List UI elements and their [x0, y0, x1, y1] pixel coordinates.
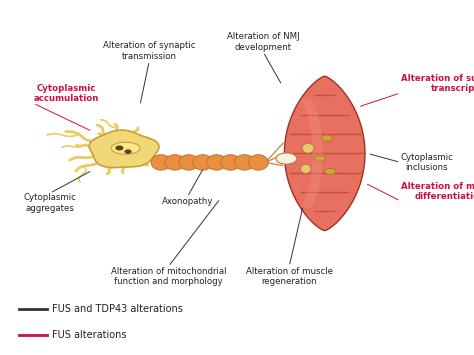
- Ellipse shape: [302, 143, 314, 153]
- Circle shape: [116, 146, 123, 150]
- Ellipse shape: [193, 155, 213, 170]
- Text: Cytoplasmic
inclusions: Cytoplasmic inclusions: [401, 153, 454, 172]
- Polygon shape: [284, 76, 365, 231]
- Ellipse shape: [235, 155, 255, 170]
- Text: Alteration of synaptic
transmission: Alteration of synaptic transmission: [103, 41, 196, 61]
- Text: Alteration of subsynaptic
transcription: Alteration of subsynaptic transcription: [401, 73, 474, 93]
- Circle shape: [325, 168, 336, 175]
- Text: Alteration of muscle
regeneration: Alteration of muscle regeneration: [246, 267, 333, 286]
- Ellipse shape: [248, 155, 268, 170]
- Ellipse shape: [220, 155, 240, 170]
- Text: Alteration of mitochondrial
function and morphology: Alteration of mitochondrial function and…: [110, 267, 226, 286]
- Text: Alteration of muscle
differentiation: Alteration of muscle differentiation: [401, 182, 474, 201]
- Polygon shape: [301, 99, 323, 207]
- Text: FUS and TDP43 alterations: FUS and TDP43 alterations: [52, 304, 183, 314]
- Text: TDP43 and FUS alterations in neuromuscular disease: TDP43 and FUS alterations in neuromuscul…: [50, 10, 424, 23]
- Text: Cytoplasmic
aggregates: Cytoplasmic aggregates: [23, 193, 76, 213]
- Ellipse shape: [301, 164, 311, 173]
- Polygon shape: [89, 130, 159, 168]
- Ellipse shape: [111, 142, 140, 154]
- Ellipse shape: [179, 155, 199, 170]
- Circle shape: [321, 135, 333, 141]
- Text: Cytoplasmic
accumulation: Cytoplasmic accumulation: [33, 84, 99, 103]
- Text: Axonopathy: Axonopathy: [162, 197, 213, 206]
- Ellipse shape: [165, 155, 185, 170]
- Circle shape: [125, 150, 131, 153]
- Text: Alteration of NMJ
development: Alteration of NMJ development: [227, 32, 300, 52]
- Text: FUS alterations: FUS alterations: [52, 329, 127, 339]
- Ellipse shape: [151, 155, 171, 170]
- Ellipse shape: [207, 155, 227, 170]
- Circle shape: [314, 155, 326, 162]
- Circle shape: [276, 153, 297, 164]
